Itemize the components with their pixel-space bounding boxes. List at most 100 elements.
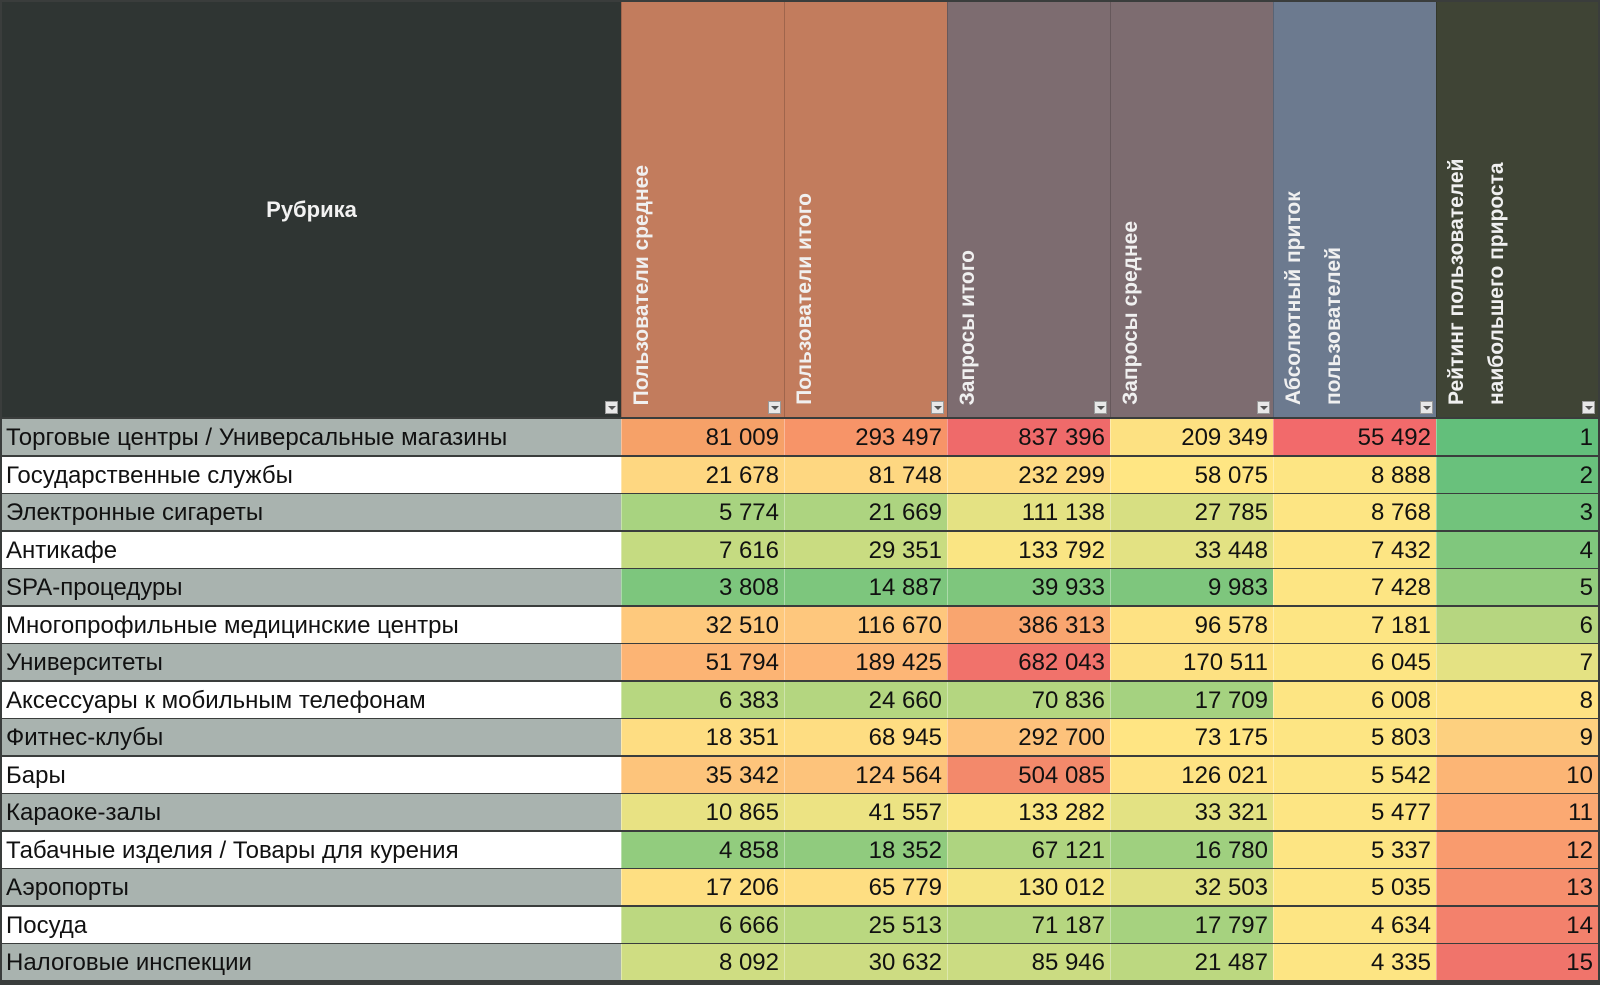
row-name-cell[interactable]: Электронные сигареты <box>2 494 621 530</box>
value-cell[interactable]: 18 352 <box>784 831 947 868</box>
value-cell[interactable]: 4 335 <box>1273 944 1436 980</box>
value-cell[interactable]: 65 779 <box>784 869 947 905</box>
value-cell[interactable]: 170 511 <box>1110 644 1273 680</box>
row-name-cell[interactable]: Антикафе <box>2 531 621 568</box>
filter-dropdown-icon[interactable] <box>1257 401 1270 414</box>
value-cell[interactable]: 837 396 <box>947 419 1110 455</box>
value-cell[interactable]: 96 578 <box>1110 606 1273 643</box>
filter-dropdown-icon[interactable] <box>605 401 618 414</box>
filter-dropdown-icon[interactable] <box>768 401 781 414</box>
value-cell[interactable]: 81 748 <box>784 456 947 493</box>
value-cell[interactable]: 17 797 <box>1110 906 1273 943</box>
value-cell[interactable]: 8 092 <box>621 944 784 980</box>
value-cell[interactable]: 133 792 <box>947 531 1110 568</box>
value-cell[interactable]: 39 933 <box>947 569 1110 605</box>
filter-dropdown-icon[interactable] <box>1582 401 1595 414</box>
value-cell[interactable]: 6 008 <box>1273 681 1436 718</box>
value-cell[interactable]: 5 035 <box>1273 869 1436 905</box>
row-name-cell[interactable]: Университеты <box>2 644 621 680</box>
value-cell[interactable]: 293 497 <box>784 419 947 455</box>
value-cell[interactable]: 21 487 <box>1110 944 1273 980</box>
value-cell[interactable]: 4 634 <box>1273 906 1436 943</box>
value-cell[interactable]: 682 043 <box>947 644 1110 680</box>
value-cell[interactable]: 292 700 <box>947 719 1110 755</box>
value-cell[interactable]: 51 794 <box>621 644 784 680</box>
value-cell[interactable]: 6 <box>1436 606 1598 643</box>
value-cell[interactable]: 6 045 <box>1273 644 1436 680</box>
value-cell[interactable]: 70 836 <box>947 681 1110 718</box>
value-cell[interactable]: 67 121 <box>947 831 1110 868</box>
value-cell[interactable]: 17 206 <box>621 869 784 905</box>
value-cell[interactable]: 7 <box>1436 644 1598 680</box>
value-cell[interactable]: 130 012 <box>947 869 1110 905</box>
value-cell[interactable]: 21 669 <box>784 494 947 530</box>
value-cell[interactable]: 58 075 <box>1110 456 1273 493</box>
value-cell[interactable]: 85 946 <box>947 944 1110 980</box>
value-cell[interactable]: 5 542 <box>1273 756 1436 793</box>
value-cell[interactable]: 71 187 <box>947 906 1110 943</box>
row-name-cell[interactable]: Посуда <box>2 906 621 943</box>
value-cell[interactable]: 30 632 <box>784 944 947 980</box>
row-name-cell[interactable]: Фитнес-клубы <box>2 719 621 755</box>
value-cell[interactable]: 73 175 <box>1110 719 1273 755</box>
value-cell[interactable]: 124 564 <box>784 756 947 793</box>
value-cell[interactable]: 5 774 <box>621 494 784 530</box>
value-cell[interactable]: 10 865 <box>621 794 784 830</box>
value-cell[interactable]: 116 670 <box>784 606 947 643</box>
value-cell[interactable]: 9 <box>1436 719 1598 755</box>
value-cell[interactable]: 5 337 <box>1273 831 1436 868</box>
value-cell[interactable]: 13 <box>1436 869 1598 905</box>
value-cell[interactable]: 6 383 <box>621 681 784 718</box>
value-cell[interactable]: 8 <box>1436 681 1598 718</box>
value-cell[interactable]: 2 <box>1436 456 1598 493</box>
row-name-cell[interactable]: Караоке-залы <box>2 794 621 830</box>
value-cell[interactable]: 8 888 <box>1273 456 1436 493</box>
row-name-cell[interactable]: Аэропорты <box>2 869 621 905</box>
value-cell[interactable]: 11 <box>1436 794 1598 830</box>
value-cell[interactable]: 24 660 <box>784 681 947 718</box>
value-cell[interactable]: 81 009 <box>621 419 784 455</box>
value-cell[interactable]: 10 <box>1436 756 1598 793</box>
value-cell[interactable]: 4 858 <box>621 831 784 868</box>
value-cell[interactable]: 7 428 <box>1273 569 1436 605</box>
value-cell[interactable]: 386 313 <box>947 606 1110 643</box>
row-name-cell[interactable]: Государственные службы <box>2 456 621 493</box>
value-cell[interactable]: 1 <box>1436 419 1598 455</box>
value-cell[interactable]: 33 448 <box>1110 531 1273 568</box>
value-cell[interactable]: 4 <box>1436 531 1598 568</box>
row-name-cell[interactable]: Аксессуары к мобильным телефонам <box>2 681 621 718</box>
row-name-cell[interactable]: Многопрофильные медицинские центры <box>2 606 621 643</box>
value-cell[interactable]: 16 780 <box>1110 831 1273 868</box>
value-cell[interactable]: 25 513 <box>784 906 947 943</box>
value-cell[interactable]: 7 181 <box>1273 606 1436 643</box>
value-cell[interactable]: 32 503 <box>1110 869 1273 905</box>
row-name-cell[interactable]: Бары <box>2 756 621 793</box>
value-cell[interactable]: 7 432 <box>1273 531 1436 568</box>
value-cell[interactable]: 21 678 <box>621 456 784 493</box>
value-cell[interactable]: 55 492 <box>1273 419 1436 455</box>
value-cell[interactable]: 41 557 <box>784 794 947 830</box>
value-cell[interactable]: 504 085 <box>947 756 1110 793</box>
value-cell[interactable]: 232 299 <box>947 456 1110 493</box>
value-cell[interactable]: 111 138 <box>947 494 1110 530</box>
value-cell[interactable]: 189 425 <box>784 644 947 680</box>
value-cell[interactable]: 8 768 <box>1273 494 1436 530</box>
value-cell[interactable]: 33 321 <box>1110 794 1273 830</box>
row-name-cell[interactable]: SPA-процедуры <box>2 569 621 605</box>
value-cell[interactable]: 209 349 <box>1110 419 1273 455</box>
value-cell[interactable]: 5 803 <box>1273 719 1436 755</box>
value-cell[interactable]: 27 785 <box>1110 494 1273 530</box>
value-cell[interactable]: 126 021 <box>1110 756 1273 793</box>
value-cell[interactable]: 3 808 <box>621 569 784 605</box>
value-cell[interactable]: 6 666 <box>621 906 784 943</box>
value-cell[interactable]: 29 351 <box>784 531 947 568</box>
value-cell[interactable]: 18 351 <box>621 719 784 755</box>
value-cell[interactable]: 32 510 <box>621 606 784 643</box>
value-cell[interactable]: 9 983 <box>1110 569 1273 605</box>
value-cell[interactable]: 5 <box>1436 569 1598 605</box>
value-cell[interactable]: 3 <box>1436 494 1598 530</box>
value-cell[interactable]: 5 477 <box>1273 794 1436 830</box>
value-cell[interactable]: 15 <box>1436 944 1598 980</box>
value-cell[interactable]: 35 342 <box>621 756 784 793</box>
row-name-cell[interactable]: Табачные изделия / Товары для курения <box>2 831 621 868</box>
